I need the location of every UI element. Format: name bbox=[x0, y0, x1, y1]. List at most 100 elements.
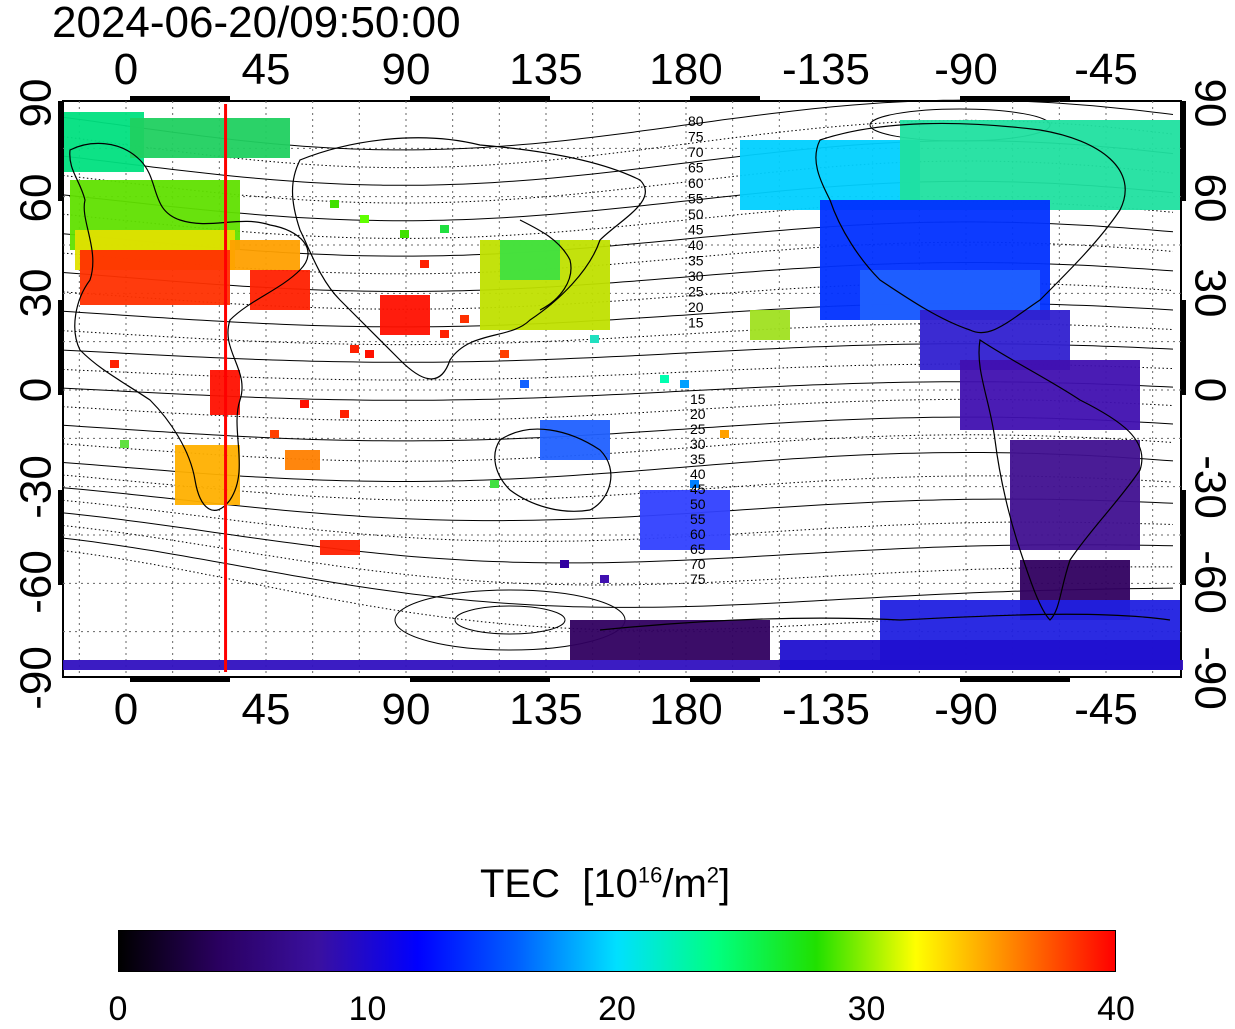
y-ticks-right: 90 60 30 0 -30 -60 -90 bbox=[1186, 79, 1235, 710]
tec-cell bbox=[520, 380, 529, 388]
colorbar-unit-mid: /m bbox=[662, 862, 707, 906]
tec-data-patches bbox=[63, 112, 1183, 670]
colorbar-tick-label: 0 bbox=[108, 990, 128, 1028]
contour-label-south: 20 bbox=[690, 406, 706, 422]
contour-label-south: 40 bbox=[690, 466, 706, 482]
contour-label-north: 50 bbox=[688, 206, 704, 222]
tec-patch bbox=[780, 640, 1180, 670]
contour-line bbox=[62, 512, 1174, 564]
tec-cell bbox=[600, 575, 609, 583]
tec-cell bbox=[300, 400, 309, 408]
y-tick-left: -90 bbox=[12, 646, 61, 710]
tec-patch bbox=[500, 240, 560, 280]
contour-label-south: 55 bbox=[690, 511, 706, 527]
x-tick-bottom: 135 bbox=[509, 685, 582, 734]
contour-label-north: 15 bbox=[688, 315, 704, 331]
y-tick-left: -30 bbox=[12, 455, 61, 519]
tec-patch bbox=[380, 295, 430, 335]
contour-label-south: 35 bbox=[690, 451, 706, 467]
colorbar-unit-suffix: ] bbox=[719, 862, 731, 906]
x-tick-bottom: 90 bbox=[382, 685, 431, 734]
x-tick-top: 90 bbox=[382, 45, 431, 94]
contour-loop bbox=[454, 605, 566, 635]
x-tick-top: -45 bbox=[1074, 45, 1138, 94]
x-tick-top: -90 bbox=[934, 45, 998, 94]
tec-patch bbox=[900, 120, 1180, 210]
colorbar-title-main: TEC bbox=[480, 862, 560, 906]
tec-cell bbox=[560, 560, 569, 568]
tec-cell bbox=[440, 330, 449, 338]
y-tick-right: 30 bbox=[1186, 269, 1235, 318]
tec-cell bbox=[350, 345, 359, 353]
tec-patch bbox=[1010, 440, 1140, 550]
contour-label-north: 45 bbox=[688, 222, 704, 238]
contour-labels: 8075706560555045403530252015152025303540… bbox=[688, 113, 706, 587]
tec-cell bbox=[440, 225, 449, 233]
contour-line bbox=[62, 474, 1174, 502]
y-ticks-left: 90 60 30 0 -30 -60 -90 bbox=[12, 79, 61, 710]
contour-label-north: 55 bbox=[688, 191, 704, 207]
colorbar-unit-exp2: 2 bbox=[706, 862, 720, 888]
tec-cell bbox=[660, 375, 669, 383]
x-tick-bottom: -135 bbox=[782, 685, 870, 734]
y-tick-right: 90 bbox=[1186, 79, 1235, 128]
y-tick-left: 90 bbox=[12, 79, 61, 128]
y-tick-left: 60 bbox=[12, 174, 61, 223]
y-tick-right: -60 bbox=[1186, 550, 1235, 614]
contour-label-south: 15 bbox=[690, 391, 706, 407]
y-tick-right: -90 bbox=[1186, 646, 1235, 710]
tec-cell bbox=[460, 315, 469, 323]
y-tick-left: -60 bbox=[12, 550, 61, 614]
contour-label-south: 45 bbox=[690, 481, 706, 497]
contour-label-south: 30 bbox=[690, 436, 706, 452]
tec-patch bbox=[750, 310, 790, 340]
tec-patch bbox=[640, 490, 730, 550]
tec-patch bbox=[960, 360, 1140, 430]
contour-line bbox=[62, 398, 1174, 422]
contour-label-north: 35 bbox=[688, 253, 704, 269]
tec-cell bbox=[330, 200, 339, 208]
x-tick-top: -135 bbox=[782, 45, 870, 94]
contour-line bbox=[62, 499, 1174, 542]
contour-label-south: 50 bbox=[690, 496, 706, 512]
tec-map: 8075706560555045403530252015152025303540… bbox=[12, 45, 1235, 734]
colorbar-tick-label: 40 bbox=[1097, 990, 1135, 1028]
x-tick-bottom: 0 bbox=[114, 685, 138, 734]
contour-label-north: 20 bbox=[688, 299, 704, 315]
tec-cell bbox=[690, 480, 699, 488]
tec-cell bbox=[420, 260, 429, 268]
colorbar-unit-exp: 16 bbox=[637, 862, 663, 888]
y-tick-right: -30 bbox=[1186, 455, 1235, 519]
tec-patch bbox=[80, 250, 230, 305]
coastlines bbox=[69, 122, 1171, 631]
tec-patch bbox=[540, 420, 610, 460]
x-tick-top: 180 bbox=[649, 45, 722, 94]
tec-cell bbox=[490, 480, 499, 488]
timestamp-title: 2024-06-20/09:50:00 bbox=[52, 0, 461, 47]
x-tick-top: 45 bbox=[242, 45, 291, 94]
contour-label-north: 80 bbox=[688, 113, 704, 129]
contour-label-north: 25 bbox=[688, 284, 704, 300]
tec-patch bbox=[250, 270, 310, 310]
tec-patch bbox=[63, 660, 1183, 670]
tec-cell bbox=[590, 335, 599, 343]
axis-bars bbox=[58, 96, 1186, 682]
tec-cell bbox=[500, 350, 509, 358]
contour-label-north: 70 bbox=[688, 144, 704, 160]
tec-cell bbox=[400, 230, 409, 238]
tec-cell bbox=[360, 215, 369, 223]
tec-cell bbox=[340, 410, 349, 418]
y-tick-right: 60 bbox=[1186, 174, 1235, 223]
tec-patch bbox=[230, 240, 300, 270]
x-tick-bottom: -45 bbox=[1074, 685, 1138, 734]
contour-line bbox=[62, 537, 1174, 608]
tec-patch bbox=[570, 620, 770, 660]
tec-patch bbox=[285, 450, 320, 470]
tec-patch bbox=[740, 140, 920, 210]
tec-patch bbox=[175, 445, 240, 505]
colorbar-tick-label: 30 bbox=[847, 990, 886, 1028]
colorbar-tick-label: 20 bbox=[598, 990, 636, 1028]
y-tick-right: 0 bbox=[1186, 378, 1235, 402]
contour-line bbox=[62, 452, 1174, 482]
colorbar bbox=[118, 930, 1116, 972]
